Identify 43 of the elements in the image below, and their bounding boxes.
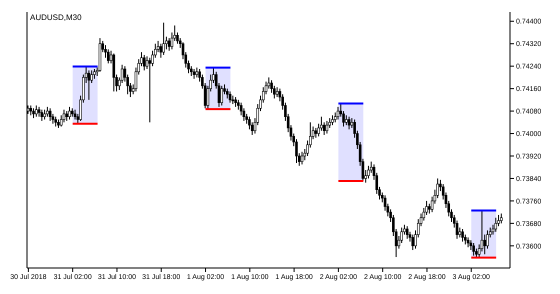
candlestick: [112, 53, 116, 92]
candlestick: [68, 106, 71, 120]
candlestick: [300, 151, 304, 165]
candlestick: [48, 108, 52, 122]
candlestick: [226, 88, 229, 99]
candlestick: [62, 109, 66, 123]
candlestick: [406, 226, 409, 240]
candlestick: [276, 86, 278, 98]
candlestick: [88, 70, 90, 100]
candlestick: [345, 114, 348, 126]
candlestick: [314, 127, 318, 138]
candlestick: [234, 96, 237, 108]
candlestick: [35, 104, 38, 118]
candlestick: [192, 68, 196, 80]
candlestick: [494, 217, 498, 232]
candlestick: [43, 109, 46, 120]
candlestick: [326, 120, 328, 134]
candlestick: [411, 234, 414, 251]
candlestick: [458, 227, 462, 238]
candlestick: [29, 104, 32, 116]
candlestick: [348, 116, 350, 130]
candlestick: [74, 109, 76, 120]
candlestick: [331, 114, 334, 126]
candlestick: [500, 213, 503, 224]
candlestick: [162, 22, 165, 56]
candlestick: [93, 68, 96, 80]
candlestick: [472, 242, 475, 256]
candlestick: [106, 48, 110, 64]
candlestick: [54, 116, 57, 128]
candlestick: [228, 90, 232, 104]
candlestick: [38, 106, 40, 118]
candlestick: [32, 108, 35, 119]
candlestick: [461, 228, 464, 242]
candlestick: [220, 85, 224, 106]
candlestick: [196, 67, 198, 78]
candlestick: [65, 110, 68, 122]
candlestick: [40, 109, 44, 122]
chart-title: AUDUSD,M30: [30, 13, 82, 22]
candlestick: [367, 165, 370, 179]
candlestick: [168, 38, 170, 52]
candlestick: [336, 106, 340, 120]
candlestick: [466, 236, 470, 248]
candlestick: [142, 54, 146, 71]
